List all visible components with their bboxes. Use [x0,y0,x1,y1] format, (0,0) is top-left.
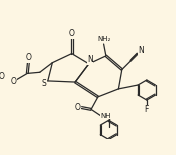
Text: O: O [26,53,31,62]
Text: NH: NH [100,113,111,119]
Text: N: N [138,46,144,55]
Text: O: O [75,103,81,112]
Text: NH₂: NH₂ [97,36,110,42]
Text: O: O [69,29,75,38]
Text: F: F [145,105,149,114]
Text: S: S [41,79,46,88]
Text: N: N [87,55,93,64]
Text: O: O [0,72,5,81]
Text: O: O [10,77,16,86]
